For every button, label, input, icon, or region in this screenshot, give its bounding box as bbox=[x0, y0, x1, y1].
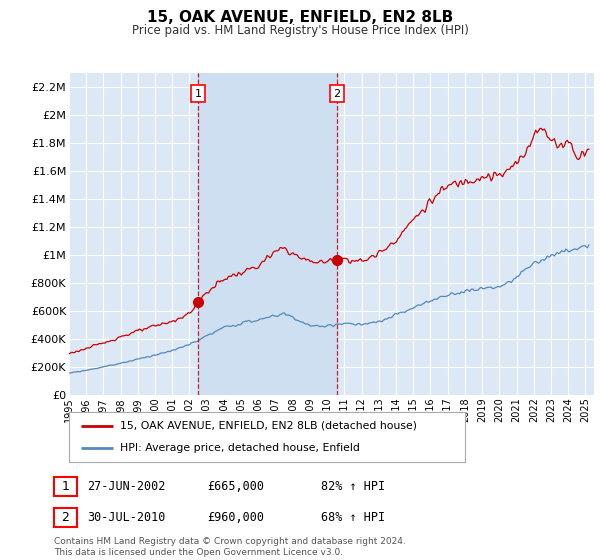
Text: Price paid vs. HM Land Registry's House Price Index (HPI): Price paid vs. HM Land Registry's House … bbox=[131, 24, 469, 36]
Text: 15, OAK AVENUE, ENFIELD, EN2 8LB: 15, OAK AVENUE, ENFIELD, EN2 8LB bbox=[147, 10, 453, 25]
Text: 2: 2 bbox=[334, 89, 341, 99]
Text: 1: 1 bbox=[61, 479, 70, 493]
Text: 1: 1 bbox=[194, 89, 202, 99]
Text: 15, OAK AVENUE, ENFIELD, EN2 8LB (detached house): 15, OAK AVENUE, ENFIELD, EN2 8LB (detach… bbox=[121, 421, 418, 431]
Text: 27-JUN-2002: 27-JUN-2002 bbox=[87, 479, 166, 493]
Text: £665,000: £665,000 bbox=[207, 479, 264, 493]
Text: 30-JUL-2010: 30-JUL-2010 bbox=[87, 511, 166, 524]
Text: Contains HM Land Registry data © Crown copyright and database right 2024.
This d: Contains HM Land Registry data © Crown c… bbox=[54, 537, 406, 557]
Text: 2: 2 bbox=[61, 511, 70, 524]
Text: 68% ↑ HPI: 68% ↑ HPI bbox=[321, 511, 385, 524]
Bar bbox=[198, 73, 337, 395]
Text: 82% ↑ HPI: 82% ↑ HPI bbox=[321, 479, 385, 493]
Text: £960,000: £960,000 bbox=[207, 511, 264, 524]
Text: HPI: Average price, detached house, Enfield: HPI: Average price, detached house, Enfi… bbox=[121, 443, 361, 453]
